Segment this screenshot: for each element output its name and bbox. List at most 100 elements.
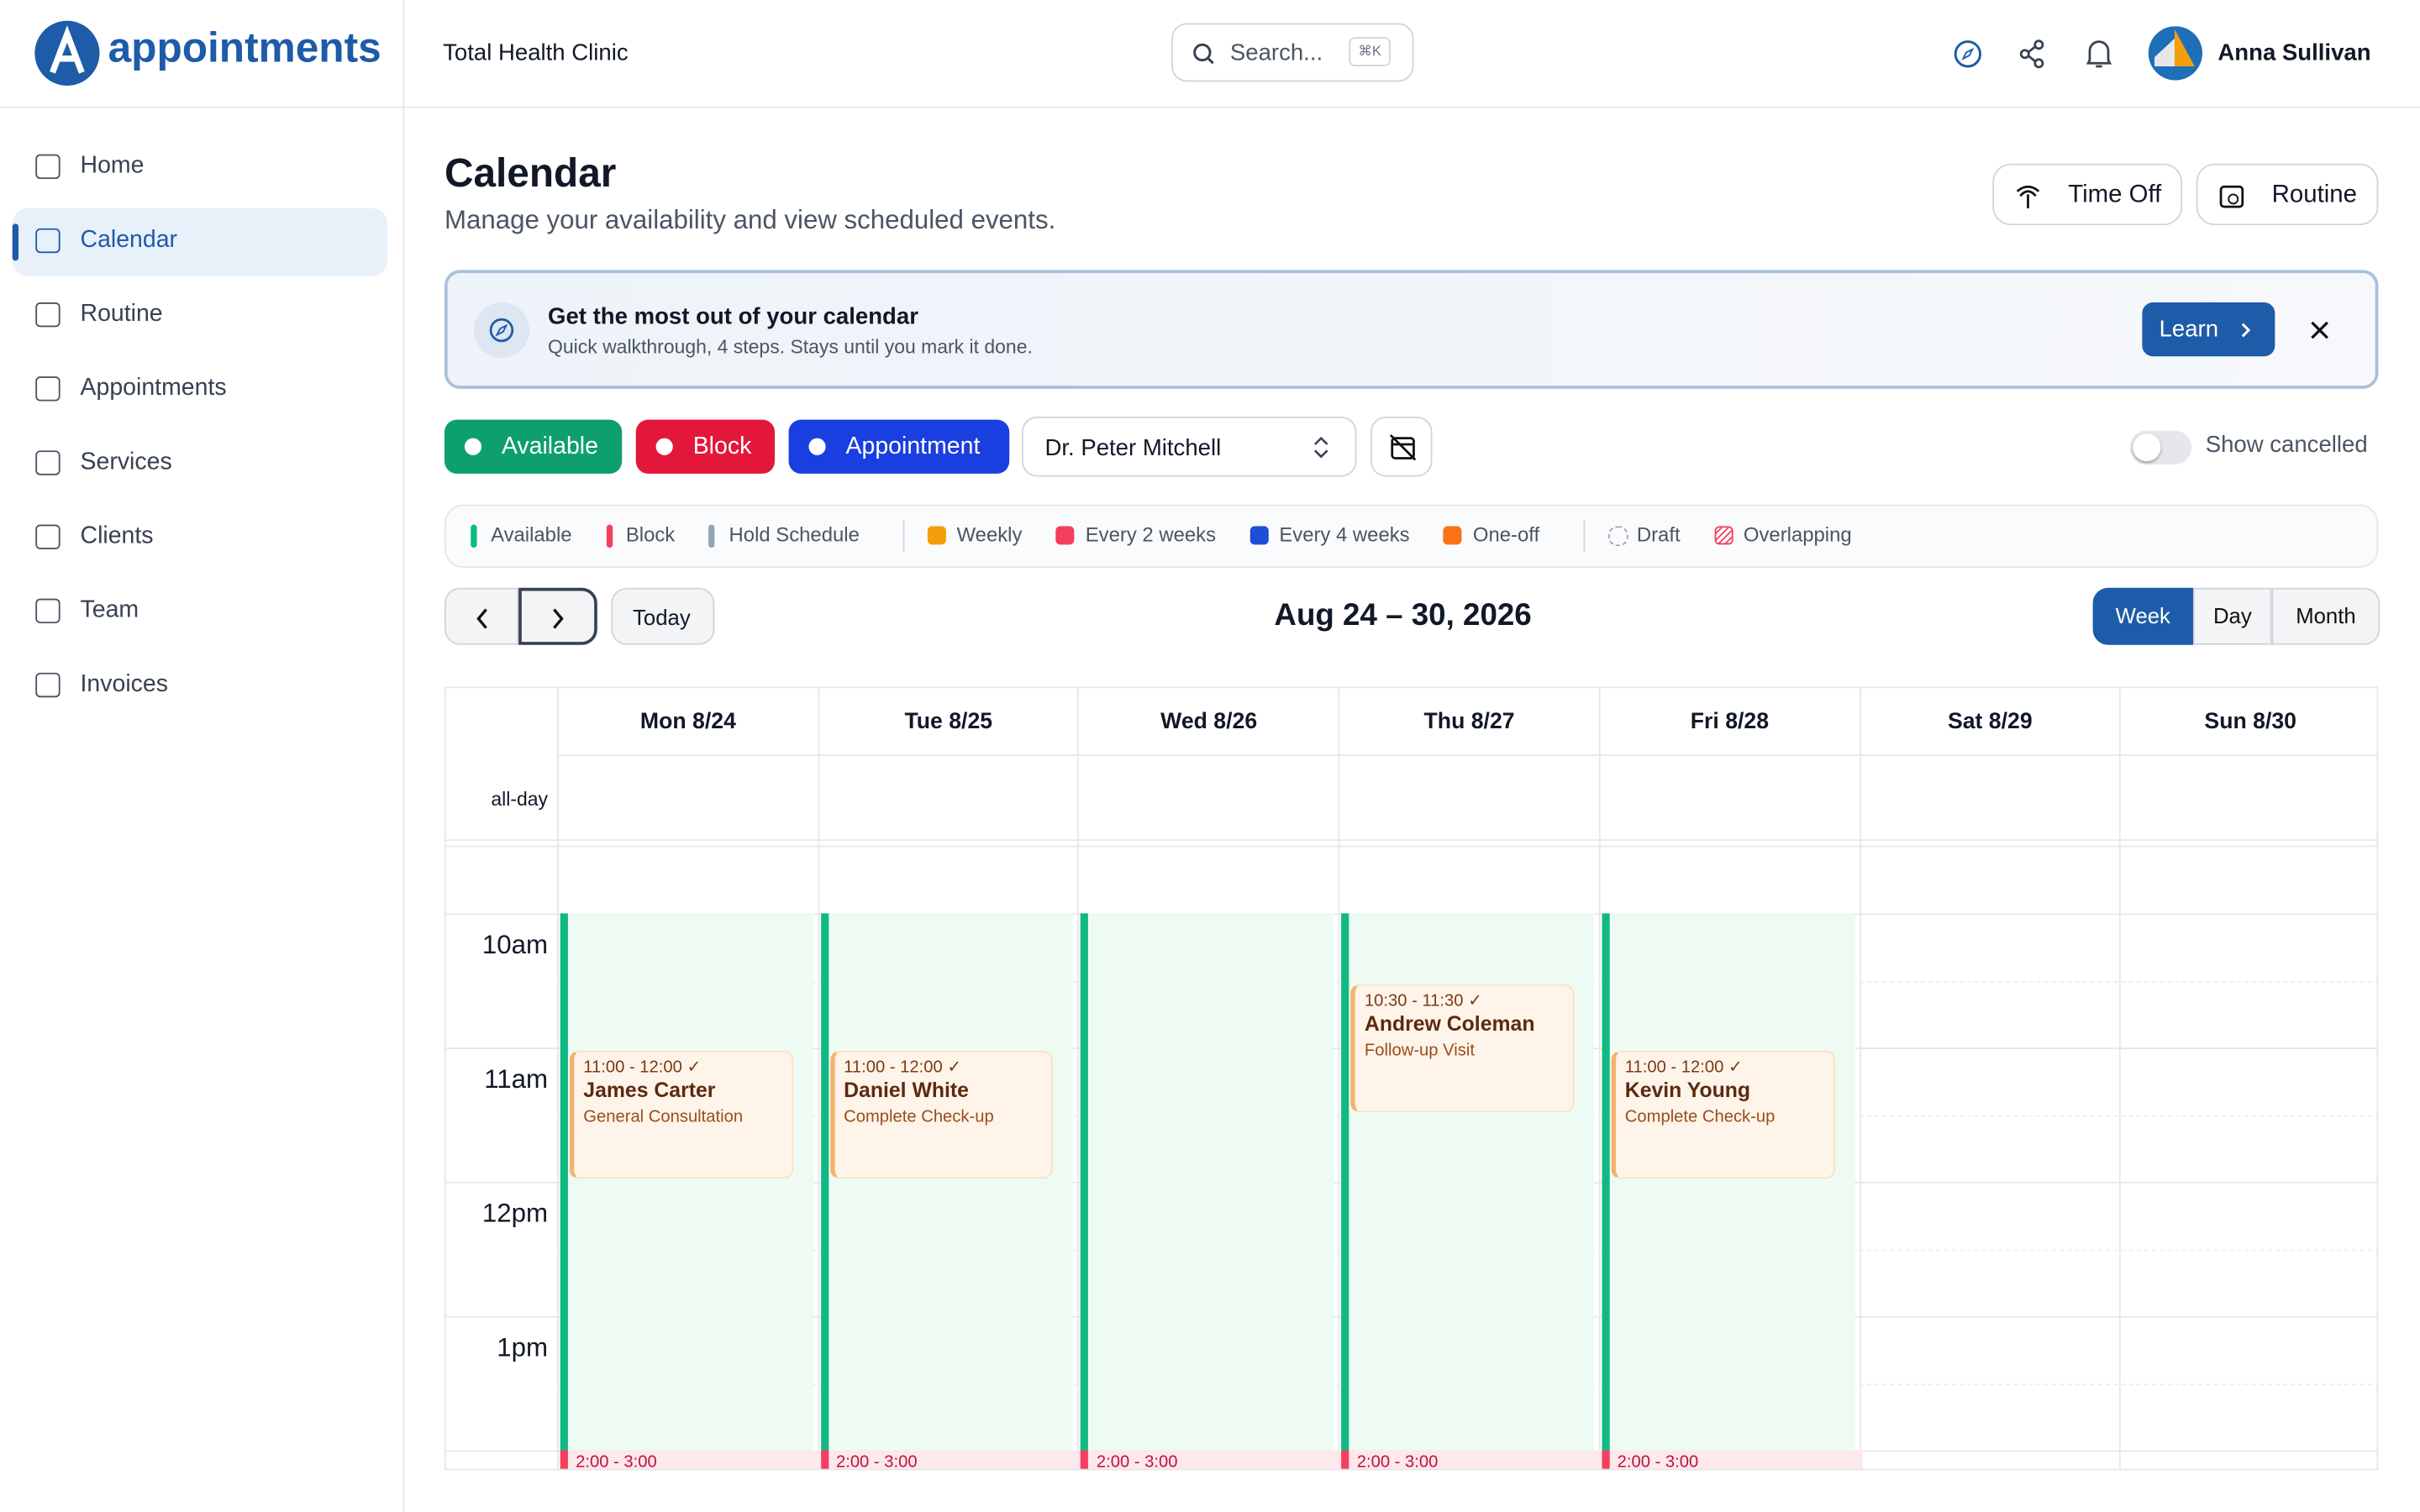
top-bar [0, 0, 2420, 108]
appointment[interactable]: 10:30 - 11:30 ✓ Andrew Coleman Follow-up V… [1350, 983, 1575, 1112]
view-tab[interactable]: Day [2193, 587, 2272, 645]
nav-item[interactable]: Invoices [80, 670, 168, 698]
view-tab[interactable]: Week [2092, 587, 2194, 645]
routine-button[interactable]: Routine [2196, 163, 2379, 226]
prev-button[interactable] [444, 587, 519, 645]
nav-icon [35, 524, 60, 549]
avatar[interactable] [2148, 26, 2203, 81]
logo-text[interactable]: appointments [108, 24, 381, 71]
day-header: Thu 8/27 [1338, 688, 1599, 757]
banner-icon [473, 302, 530, 359]
nav-item[interactable]: Services [80, 449, 172, 475]
time-off-button[interactable]: Time Off [1992, 163, 2183, 226]
legend-swatch [927, 526, 946, 545]
event-service: General Consultation [583, 1107, 744, 1126]
nav-item[interactable]: Home [80, 152, 145, 180]
block-event[interactable]: 2:00 - 3:00 [1341, 1450, 1602, 1471]
legend-label: Hold Schedule [729, 522, 860, 547]
legend-swatch [605, 524, 613, 549]
day-header: Tue 8/25 [817, 688, 1078, 757]
event-service: Complete Check-up [844, 1107, 994, 1126]
block-time: 2:00 - 3:00 [1096, 1453, 1178, 1471]
day-header: Wed 8/26 [1077, 688, 1339, 757]
block-event[interactable]: 2:00 - 3:00 [820, 1450, 1081, 1471]
calendar-grid: Mon 8/24 Tue 8/25 Wed 8/26 Thu 8/27 Fri 8/28… [444, 686, 2379, 1471]
legend-swatch [1444, 526, 1463, 545]
add-button[interactable]: Available [444, 419, 623, 474]
legend-label: Draft [1636, 522, 1681, 547]
block-event[interactable]: 2:00 - 3:00 [1602, 1450, 1863, 1469]
button-dot [464, 438, 482, 455]
event-name: James Carter [583, 1078, 716, 1102]
today-button[interactable]: Today [611, 587, 715, 645]
bell-icon[interactable] [2084, 37, 2115, 71]
button-label: Time Off [2068, 181, 2162, 208]
legend-separator [1582, 519, 1585, 553]
next-button[interactable] [518, 587, 597, 645]
event-name: Andrew Coleman [1364, 1011, 1535, 1035]
user-name[interactable]: Anna Sullivan [2217, 39, 2371, 66]
compass-icon[interactable] [1952, 39, 1983, 70]
chevron-right [553, 608, 564, 629]
day-column [1077, 756, 1080, 1469]
add-button[interactable]: Appointment [788, 419, 1010, 474]
calendar-off-icon [1389, 433, 1417, 461]
nav-item[interactable]: Calendar [80, 227, 178, 254]
learn-button[interactable]: Learn [2142, 302, 2275, 357]
button-dot [808, 438, 826, 455]
nav-icon [35, 598, 60, 624]
availability [1602, 913, 1854, 1451]
nav-active-bg [12, 207, 388, 276]
nav-icon [35, 302, 60, 328]
legend-swatch [1607, 526, 1628, 547]
button-label: Block [692, 433, 752, 460]
legend-label: Every 4 weeks [1279, 522, 1410, 547]
legend-swatch [1055, 526, 1075, 545]
appointment[interactable]: 11:00 - 12:00 ✓ James Carter General Consu… [569, 1050, 793, 1179]
add-button[interactable]: Block [635, 419, 776, 474]
button-label: Available [501, 433, 598, 460]
close-icon[interactable] [2309, 319, 2331, 341]
block-event[interactable]: 2:00 - 3:00 [1081, 1450, 1342, 1471]
view-tab[interactable]: Month [2271, 587, 2381, 645]
nav-icon [35, 672, 60, 698]
event-time: 10:30 - 11:30 ✓ [1364, 991, 1483, 1011]
legend-swatch [471, 524, 477, 549]
block-time: 2:00 - 3:00 [835, 1453, 918, 1471]
toggle-label: Show cancelled [2205, 432, 2368, 459]
search-box[interactable]: Search... ⌘K [1171, 23, 1414, 82]
button-label: Routine [2271, 181, 2357, 208]
block-time: 2:00 - 3:00 [1356, 1453, 1439, 1471]
day-header: Fri 8/28 [1598, 688, 1860, 757]
page-title: Calendar [444, 150, 617, 197]
event-time: 11:00 - 12:00 ✓ [583, 1058, 702, 1078]
date-range: Aug 24 – 30, 2026 [1274, 598, 1532, 633]
nav-item[interactable]: Routine [80, 301, 163, 328]
share-icon[interactable] [2018, 39, 2049, 70]
appointment[interactable]: 11:00 - 12:00 ✓ Kevin Young Complete Check… [1611, 1050, 1835, 1179]
banner-text: Quick walkthrough, 4 steps. Stays until … [548, 336, 1033, 359]
appointment[interactable]: 11:00 - 12:00 ✓ Daniel White Complete Chec… [829, 1050, 1054, 1179]
availability-bar [1602, 913, 1610, 1451]
block-event[interactable]: 2:00 - 3:00 [560, 1450, 821, 1469]
clinic-name: Total Health Clinic [443, 39, 629, 66]
day-header: Mon 8/24 [557, 688, 818, 757]
toggle[interactable] [2129, 430, 2192, 465]
allday-label: all-day [491, 788, 549, 811]
sidebar-divider [402, 0, 405, 1512]
nav-icon [35, 228, 60, 254]
legend-label: Overlapping [1743, 522, 1852, 547]
day-column [817, 756, 819, 1469]
nav-item[interactable]: Appointments [80, 375, 227, 402]
nav-item[interactable]: Clients [80, 522, 154, 549]
event-name: Daniel White [844, 1078, 969, 1102]
nav-active-indicator [12, 223, 19, 261]
doctor-select[interactable]: Dr. Peter Mitchell [1021, 416, 1357, 477]
nav-item[interactable]: Team [80, 596, 139, 624]
calendar-off-button[interactable] [1370, 416, 1433, 477]
button-dot [655, 438, 673, 455]
legend-bar [444, 504, 2379, 568]
availability-bar [560, 913, 568, 1451]
nav-icon [35, 376, 60, 402]
